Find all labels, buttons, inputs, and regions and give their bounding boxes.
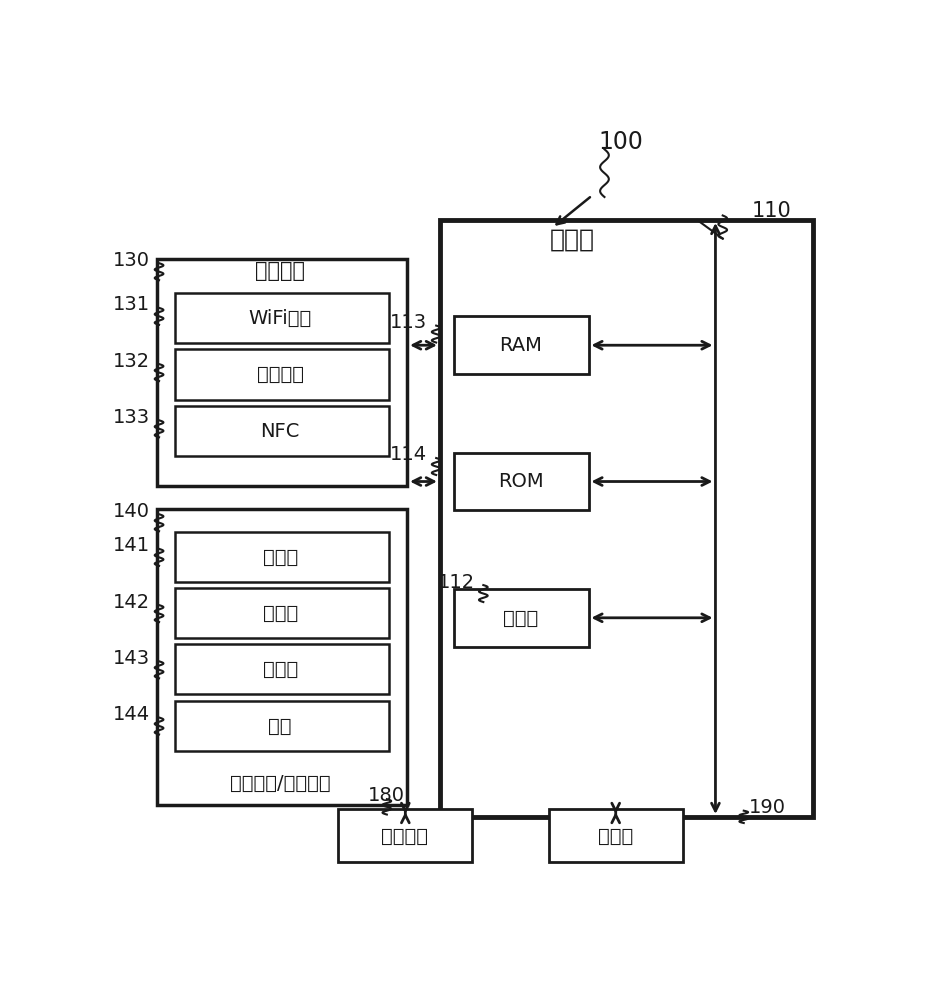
- Text: 180: 180: [369, 786, 405, 805]
- Text: 触摸板: 触摸板: [263, 604, 298, 623]
- Text: 141: 141: [113, 536, 151, 555]
- Text: 190: 190: [749, 798, 786, 817]
- Text: 用户输入/输出接口: 用户输入/输出接口: [230, 774, 330, 793]
- Bar: [157, 259, 407, 486]
- Text: 处理器: 处理器: [504, 609, 539, 628]
- Text: 130: 130: [113, 251, 151, 270]
- Text: 麦克风: 麦克风: [263, 548, 298, 567]
- Bar: [454, 316, 589, 374]
- Text: 控制器: 控制器: [550, 227, 595, 251]
- Text: 114: 114: [390, 445, 428, 464]
- Bar: [157, 509, 407, 805]
- Text: 142: 142: [113, 593, 151, 612]
- Text: 140: 140: [113, 502, 151, 521]
- Bar: [175, 349, 389, 400]
- Text: 131: 131: [113, 295, 151, 314]
- Text: 112: 112: [437, 572, 475, 591]
- Bar: [175, 644, 389, 694]
- Text: 132: 132: [113, 352, 151, 371]
- Text: NFC: NFC: [260, 422, 300, 441]
- Text: 110: 110: [752, 201, 792, 221]
- Bar: [454, 589, 589, 647]
- Bar: [175, 588, 389, 638]
- Text: 蓝牙模块: 蓝牙模块: [256, 365, 303, 384]
- Text: 传感器: 传感器: [263, 660, 298, 679]
- Text: 按键: 按键: [269, 716, 292, 735]
- Text: RAM: RAM: [500, 336, 543, 355]
- Text: 133: 133: [113, 408, 151, 427]
- Text: 存储器: 存储器: [598, 827, 634, 846]
- Text: ROM: ROM: [498, 472, 544, 491]
- Text: 通信接口: 通信接口: [256, 261, 305, 281]
- Bar: [440, 220, 813, 817]
- Text: 113: 113: [390, 313, 428, 332]
- Bar: [175, 532, 389, 582]
- Text: 100: 100: [599, 130, 644, 154]
- Bar: [454, 453, 589, 510]
- Text: 144: 144: [113, 705, 151, 724]
- Text: 143: 143: [113, 649, 151, 668]
- Text: 供电电源: 供电电源: [382, 827, 429, 846]
- Text: WiFi芯片: WiFi芯片: [249, 309, 312, 328]
- Bar: [338, 809, 473, 862]
- Bar: [175, 406, 389, 456]
- Bar: [175, 293, 389, 343]
- Bar: [548, 809, 683, 862]
- Bar: [175, 701, 389, 751]
